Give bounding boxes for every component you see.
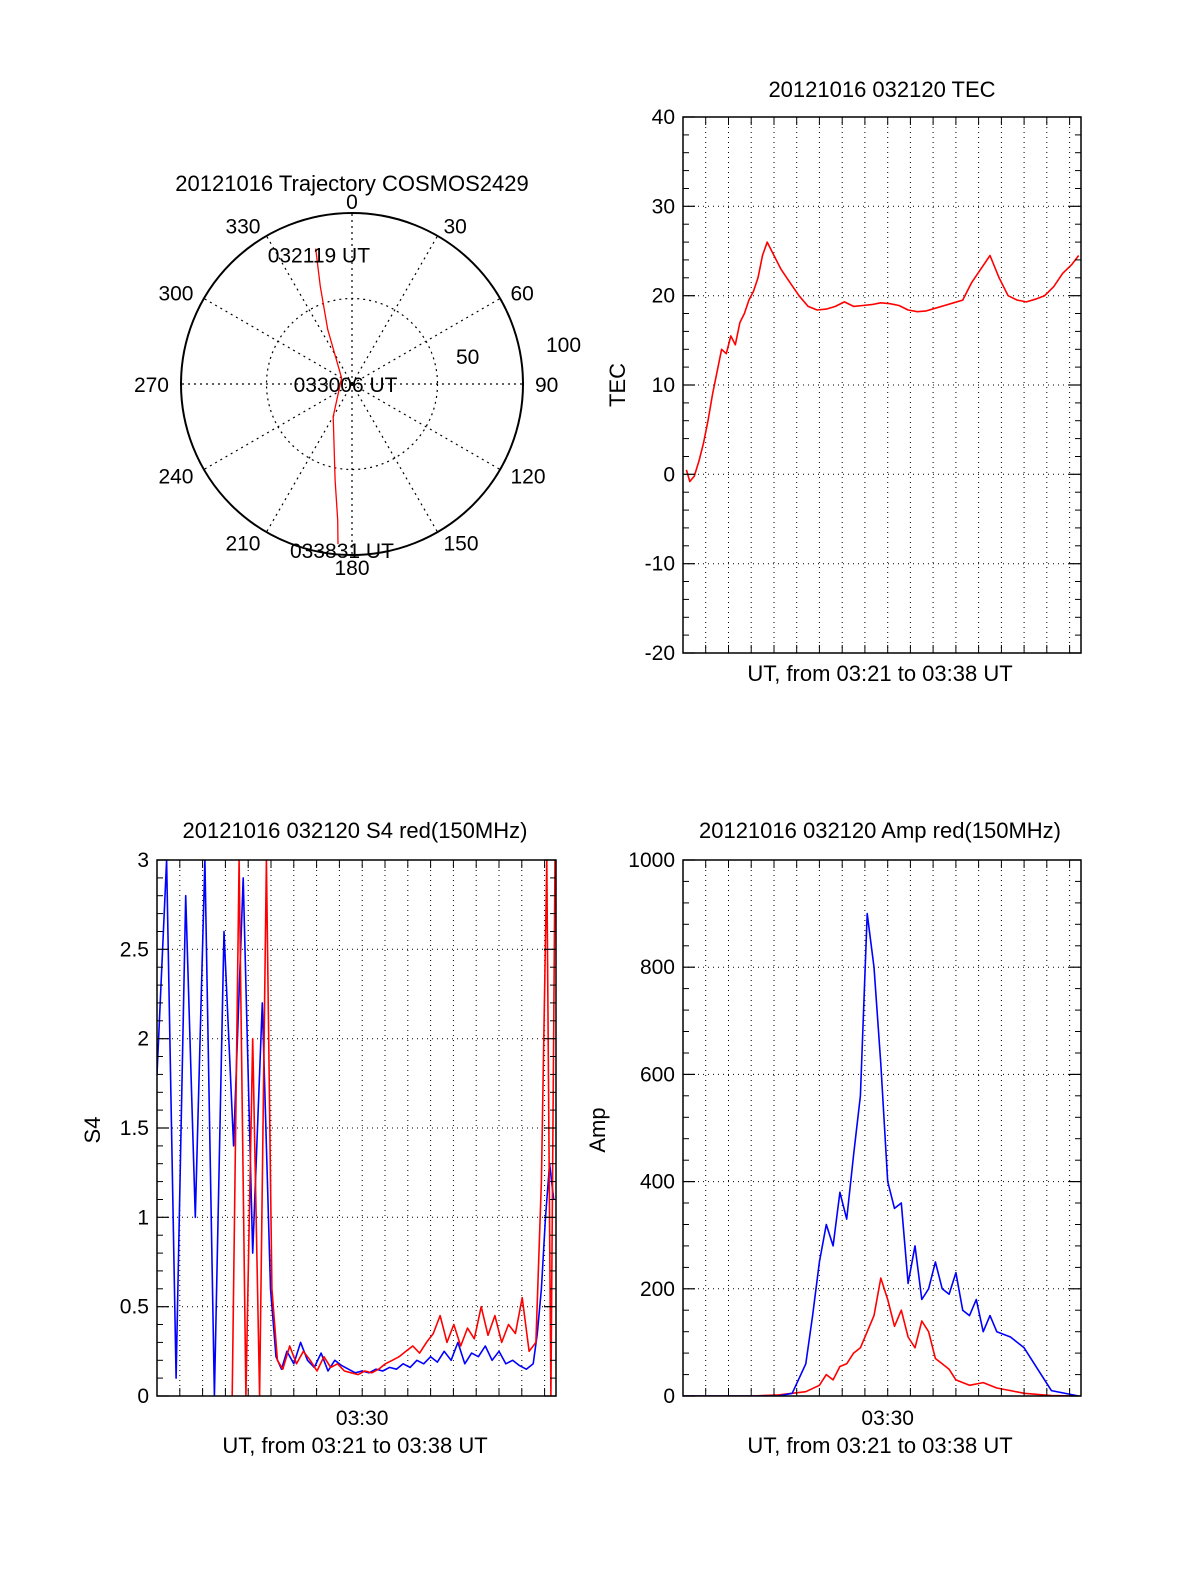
- azimuth-gridline: [265, 383, 353, 533]
- azimuth-gridline: [351, 383, 501, 471]
- azimuth-gridline: [351, 235, 439, 385]
- amp-panel: 20121016 032120 Amp red(150MHz) 0 200 400 6…: [585, 818, 1082, 1458]
- azimuth-label: 60: [511, 283, 534, 306]
- y-tick-label: 0: [137, 1385, 149, 1408]
- radial-tick-label: 100: [546, 334, 581, 357]
- y-tick-label: 40: [652, 106, 675, 129]
- y-tick-label: 30: [652, 195, 675, 218]
- s4-xlabel: UT, from 03:21 to 03:38 UT: [222, 1433, 487, 1458]
- trajectory-time-label: 032119 UT: [268, 245, 371, 268]
- tec-panel: 20121016 032120 TEC -20 -10 0 10 20 30 40 UT, …: [605, 77, 1082, 686]
- trajectory-line: [315, 248, 343, 545]
- amp-ylabel: Amp: [585, 1107, 610, 1152]
- radial-labels: 50 100: [456, 334, 581, 369]
- y-tick-label: 800: [640, 956, 675, 979]
- s4-ticks: 0 0.5 1 1.5 2 2.5 3 03:30: [120, 849, 556, 1430]
- y-tick-label: 1.5: [120, 1117, 149, 1140]
- azimuth-label: 330: [225, 216, 260, 239]
- azimuth-label: 270: [134, 374, 169, 397]
- y-tick-label: 1: [137, 1206, 149, 1229]
- y-tick-label: 200: [640, 1278, 675, 1301]
- amp-title: 20121016 032120 Amp red(150MHz): [699, 818, 1061, 843]
- s4-series: [157, 860, 556, 1396]
- trajectory-time-label: 033006 UT: [294, 374, 398, 397]
- y-tick-label: 0.5: [120, 1296, 149, 1319]
- amp-plot-frame: [682, 859, 1082, 1397]
- azimuth-label: 210: [225, 533, 260, 556]
- azimuth-label: 300: [158, 283, 193, 306]
- y-tick-label: 3: [137, 849, 149, 872]
- x-tick-label: 03:30: [336, 1407, 389, 1430]
- y-tick-label: 0: [663, 1385, 675, 1408]
- azimuth-label: 150: [444, 533, 479, 556]
- tec-ylabel: TEC: [605, 363, 630, 407]
- y-tick-label: 600: [640, 1063, 675, 1086]
- amp-series: [683, 912, 1079, 1396]
- y-tick-label: 0: [663, 463, 675, 486]
- trajectory-title: 20121016 Trajectory COSMOS2429: [175, 171, 528, 196]
- s4-panel: 20121016 032120 S4 red(150MHz) 0 0.5 1 1.5 2…: [80, 818, 557, 1458]
- amp-ticks: 0 200 400 600 800 1000 03:30: [628, 849, 1081, 1430]
- series-line-red: [683, 1277, 1079, 1396]
- tec-ticks: -20 -10 0 10 20 30 40: [645, 106, 1081, 665]
- azimuth-label: 120: [511, 466, 546, 489]
- x-tick-label: 03:30: [861, 1407, 914, 1430]
- trajectory-annotations: 032119 UT 033006 UT 033831 UT: [268, 245, 398, 563]
- radial-gridcircle: [265, 297, 439, 471]
- y-tick-label: 2: [137, 1028, 149, 1051]
- tec-series: [685, 241, 1080, 483]
- y-tick-label: 2.5: [120, 938, 149, 961]
- series-line-blue: [683, 912, 1079, 1396]
- radial-tick-label: 50: [456, 346, 479, 369]
- trajectory-series: [315, 248, 343, 545]
- polar-outer-circle: [180, 212, 524, 556]
- trajectory-time-label: 033831 UT: [290, 540, 394, 563]
- tec-title: 20121016 032120 TEC: [768, 77, 995, 102]
- azimuth-label: 0: [346, 191, 358, 214]
- y-tick-label: -20: [645, 642, 675, 665]
- azimuth-label: 180: [334, 557, 369, 580]
- azimuth-gridline: [265, 235, 353, 385]
- azimuth-label: 240: [158, 466, 193, 489]
- series-line-red: [231, 860, 556, 1396]
- amp-xlabel: UT, from 03:21 to 03:38 UT: [747, 1433, 1012, 1458]
- series-line-red: [685, 241, 1080, 483]
- y-tick-label: 1000: [628, 849, 675, 872]
- trajectory-panel: 20121016 Trajectory COSMOS2429 0 30 60 90 12…: [134, 171, 581, 580]
- azimuth-gridline: [351, 297, 501, 385]
- s4-title: 20121016 032120 S4 red(150MHz): [183, 818, 528, 843]
- s4-ylabel: S4: [80, 1117, 105, 1144]
- y-tick-label: 20: [652, 285, 675, 308]
- series-line-blue: [157, 860, 555, 1396]
- azimuth-label: 90: [535, 374, 558, 397]
- azimuth-label: 30: [444, 216, 467, 239]
- y-tick-label: 10: [652, 374, 675, 397]
- y-tick-label: -10: [645, 553, 675, 576]
- y-tick-label: 400: [640, 1171, 675, 1194]
- azimuth-labels: 0 30 60 90 120 150 180 210 240 270 300 330: [134, 191, 558, 580]
- tec-xlabel: UT, from 03:21 to 03:38 UT: [747, 661, 1012, 686]
- polar-grid: [181, 213, 523, 555]
- azimuth-gridline: [351, 383, 439, 533]
